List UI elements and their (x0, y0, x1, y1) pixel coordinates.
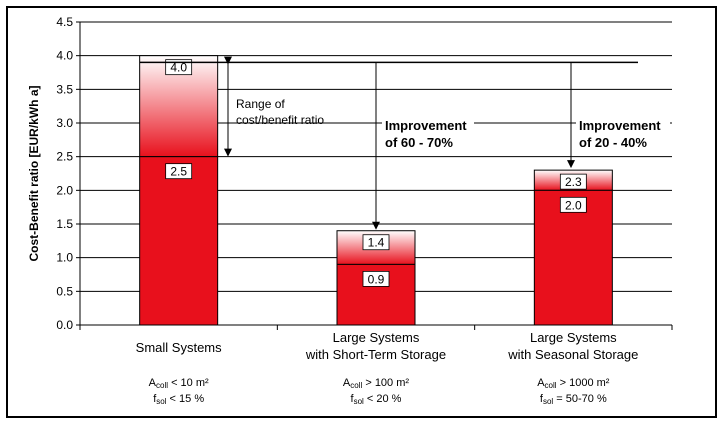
solar-fraction-label: fsol = 50-70 % (540, 393, 607, 406)
improvement-2-line-2: of 20 - 40% (579, 135, 647, 150)
y-tick-label: 0.0 (56, 318, 73, 332)
value-label-box (165, 59, 193, 76)
bar-base (139, 156, 219, 326)
value-label-box (362, 234, 390, 251)
value-label-box (165, 163, 193, 180)
y-tick-label: 1.5 (56, 217, 73, 231)
low-value-label: 0.9 (368, 272, 385, 286)
y-tick-label: 4.0 (56, 49, 73, 63)
improvement-2-line-1: Improvement (579, 118, 661, 133)
improvement-1-bg (382, 115, 474, 149)
y-tick-label: 4.5 (56, 15, 73, 29)
solar-fraction-label: fsol < 15 % (153, 393, 204, 406)
category-label: Small Systems (136, 340, 222, 355)
category-label: Large Systems (530, 330, 617, 345)
improvement-1-line-2: of 60 - 70% (385, 135, 453, 150)
value-label-box (559, 173, 587, 190)
value-label-box (559, 196, 587, 213)
low-value-label: 2.5 (170, 165, 187, 179)
y-tick-label: 0.5 (56, 284, 73, 298)
category-label: with Seasonal Storage (507, 347, 638, 362)
low-value-label: 2.0 (565, 198, 582, 212)
y-axis-label: Cost-Benefit ratio [EUR/kWh a] (27, 85, 41, 261)
high-value-label: 2.3 (565, 175, 582, 189)
y-tick-label: 2.5 (56, 150, 73, 164)
improvement-1-line-1: Improvement (385, 118, 467, 133)
value-label-box (362, 270, 390, 287)
collector-area-label: Acoll > 1000 m² (537, 377, 610, 390)
solar-fraction-label: fsol < 20 % (351, 393, 402, 406)
y-tick-label: 3.5 (56, 82, 73, 96)
y-tick-label: 3.0 (56, 116, 73, 130)
range-annotation-line-1: Range of (236, 97, 285, 111)
high-value-label: 4.0 (170, 61, 187, 75)
y-tick-label: 1.0 (56, 251, 73, 265)
range-annotation-line-2: cost/benefit ratio (236, 113, 324, 127)
improvement-2-bg (576, 115, 670, 149)
y-tick-label: 2.0 (56, 183, 73, 197)
high-value-label: 1.4 (368, 236, 385, 250)
category-label: Large Systems (333, 330, 420, 345)
bar-base (533, 189, 613, 326)
category-label: with Short-Term Storage (305, 347, 446, 362)
collector-area-label: Acoll > 100 m² (343, 377, 409, 390)
collector-area-label: Acoll < 10 m² (149, 377, 209, 390)
